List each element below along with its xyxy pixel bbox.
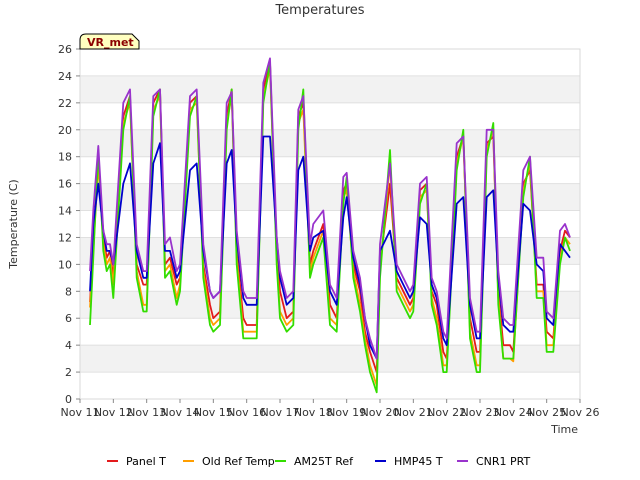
legend-label: Old Ref Temp [202,455,275,468]
x-tick-label: Nov 16 [227,406,266,419]
y-tick-label: 0 [65,393,72,406]
y-tick-label: 16 [58,178,72,191]
y-tick-label: 4 [65,339,72,352]
x-tick-label: Nov 15 [194,406,233,419]
x-tick-label: Nov 13 [127,406,166,419]
grid-band [80,237,580,265]
x-tick-label: Nov 11 [61,406,100,419]
x-tick-label: Nov 18 [294,406,333,419]
series-line-hmp45-t [89,135,571,360]
x-tick-label: Nov 20 [361,406,400,419]
legend-label: HMP45 T [394,455,443,468]
x-tick-label: Nov 19 [327,406,366,419]
legend-item-am25t-ref: AM25T Ref [275,455,354,468]
legend-label: CNR1 PRT [476,455,531,468]
y-tick-label: 12 [58,231,72,244]
grid-band [80,75,580,103]
series-line-cnr1-prt [89,57,571,360]
legend-label: AM25T Ref [294,455,354,468]
x-tick-label: Nov 24 [494,406,533,419]
y-tick-label: 14 [58,205,72,218]
y-tick-label: 10 [58,258,72,271]
legend-item-panel-t: Panel T [107,455,166,468]
y-tick-label: 18 [58,151,72,164]
x-tick-label: Nov 22 [427,406,466,419]
x-tick-label: Nov 26 [561,406,600,419]
grid-band [80,183,580,211]
station-badge-label: VR_met [87,36,134,49]
x-tick-label: Nov 12 [94,406,133,419]
y-tick-label: 26 [58,43,72,56]
x-tick-label: Nov 25 [527,406,566,419]
x-tick-label: Nov 23 [461,406,500,419]
legend: Panel T Old Ref Temp AM25T Ref HMP45 T CNR1 … [107,455,531,468]
y-tick-label: 24 [58,70,72,83]
legend-label: Panel T [126,455,166,468]
grid-band [80,129,580,157]
legend-item-cnr1-prt: CNR1 PRT [457,455,531,468]
y-tick-label: 22 [58,97,72,110]
series-lines [89,57,571,394]
station-badge: VR_met [79,33,140,50]
chart-title: Temperatures [274,3,364,18]
y-axis-title: Temperature (C) [7,179,20,269]
plot-frame [79,48,581,400]
y-tick-label: 6 [65,312,72,325]
x-axis-title: Time [550,423,578,436]
y-tick-label: 20 [58,124,72,137]
grid-band [80,345,580,373]
y-tick-label: 2 [65,366,72,379]
x-tick-label: Nov 21 [394,406,433,419]
legend-item-old-ref-temp: Old Ref Temp [183,455,275,468]
x-tick-label: Nov 14 [161,406,200,419]
legend-item-hmp45-t: HMP45 T [375,455,443,468]
y-tick-label: 8 [65,285,72,298]
x-tick-label: Nov 17 [261,406,300,419]
